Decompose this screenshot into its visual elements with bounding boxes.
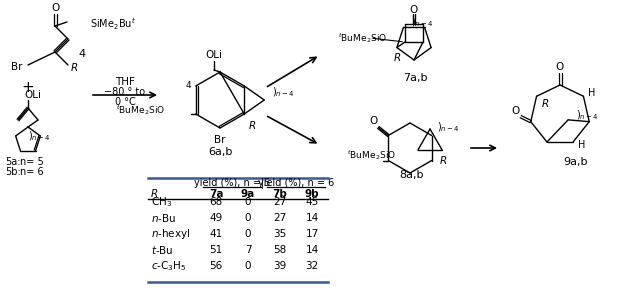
Text: yield (%), n = 6: yield (%), n = 6 — [258, 178, 334, 188]
Text: O: O — [410, 5, 418, 15]
Text: O: O — [51, 3, 59, 13]
Text: 4: 4 — [78, 49, 85, 59]
Text: 7b: 7b — [273, 189, 287, 199]
Text: 4: 4 — [185, 81, 191, 91]
Text: −80 ° to: −80 ° to — [104, 87, 146, 97]
Text: OLi: OLi — [205, 50, 223, 60]
Text: 51: 51 — [209, 245, 223, 255]
Text: 8a,b: 8a,b — [400, 170, 424, 180]
Text: $t$-Bu: $t$-Bu — [151, 244, 174, 256]
Text: 49: 49 — [209, 213, 223, 223]
Text: 9b: 9b — [305, 189, 319, 199]
Text: 45: 45 — [305, 197, 319, 207]
Text: 7: 7 — [245, 245, 251, 255]
Text: 5b:: 5b: — [5, 167, 21, 177]
Text: 14: 14 — [305, 245, 319, 255]
Text: O: O — [556, 62, 564, 72]
Text: 56: 56 — [209, 261, 223, 271]
Text: H: H — [578, 140, 585, 150]
Text: R: R — [439, 156, 447, 166]
Text: H: H — [588, 88, 596, 98]
Text: THF: THF — [115, 77, 135, 87]
Text: SiMe$_2$Bu$^t$: SiMe$_2$Bu$^t$ — [90, 16, 136, 32]
Text: 0 °C: 0 °C — [114, 97, 135, 107]
Text: R: R — [394, 53, 401, 63]
Text: 27: 27 — [273, 213, 287, 223]
Text: 7a,b: 7a,b — [403, 73, 427, 83]
Text: )$_{n-4}$: )$_{n-4}$ — [27, 129, 50, 143]
Text: )$_{n-4}$: )$_{n-4}$ — [437, 121, 459, 134]
Text: 39: 39 — [273, 261, 287, 271]
Text: 35: 35 — [273, 229, 287, 239]
Text: Br: Br — [11, 62, 22, 72]
Text: 68: 68 — [209, 197, 223, 207]
Text: 0: 0 — [245, 197, 251, 207]
Text: )$_{n-4}$: )$_{n-4}$ — [411, 16, 434, 29]
Text: $n$-Bu: $n$-Bu — [151, 212, 176, 224]
Text: )$_{n-4}$: )$_{n-4}$ — [576, 108, 598, 122]
Text: 9a: 9a — [241, 189, 255, 199]
Text: 32: 32 — [305, 261, 319, 271]
Text: 0: 0 — [245, 261, 251, 271]
Text: R: R — [71, 63, 78, 73]
Text: )$_{n-4}$: )$_{n-4}$ — [272, 85, 295, 99]
Text: 6a,b: 6a,b — [208, 147, 232, 157]
Text: R: R — [249, 121, 256, 131]
Text: $^t$BuMe$_2$SiO: $^t$BuMe$_2$SiO — [338, 31, 387, 45]
Text: n= 6: n= 6 — [20, 167, 44, 177]
Text: 58: 58 — [273, 245, 287, 255]
Text: O: O — [370, 117, 378, 127]
Text: +: + — [22, 81, 34, 95]
Text: OLi: OLi — [25, 90, 41, 100]
Text: $c$-C$_3$H$_5$: $c$-C$_3$H$_5$ — [151, 259, 186, 273]
Text: 14: 14 — [305, 213, 319, 223]
Text: CH$_3$: CH$_3$ — [151, 195, 172, 209]
Text: 7a: 7a — [209, 189, 223, 199]
Text: 0: 0 — [245, 229, 251, 239]
Text: 41: 41 — [209, 229, 223, 239]
Text: $n$-hexyl: $n$-hexyl — [151, 227, 191, 241]
Text: $^t$BuMe$_2$SiO: $^t$BuMe$_2$SiO — [347, 148, 396, 162]
Text: O: O — [511, 106, 520, 116]
Text: 9a,b: 9a,b — [563, 157, 587, 167]
Text: 0: 0 — [245, 213, 251, 223]
Text: R: R — [541, 99, 549, 109]
Text: 27: 27 — [273, 197, 287, 207]
Text: 17: 17 — [305, 229, 319, 239]
Text: Br: Br — [214, 135, 226, 145]
Text: n= 5: n= 5 — [20, 157, 44, 167]
Text: yield (%), n = 5: yield (%), n = 5 — [194, 178, 270, 188]
Text: R: R — [151, 189, 158, 199]
Text: 5a:: 5a: — [5, 157, 20, 167]
Text: $^t$BuMe$_2$SiO: $^t$BuMe$_2$SiO — [116, 103, 165, 117]
